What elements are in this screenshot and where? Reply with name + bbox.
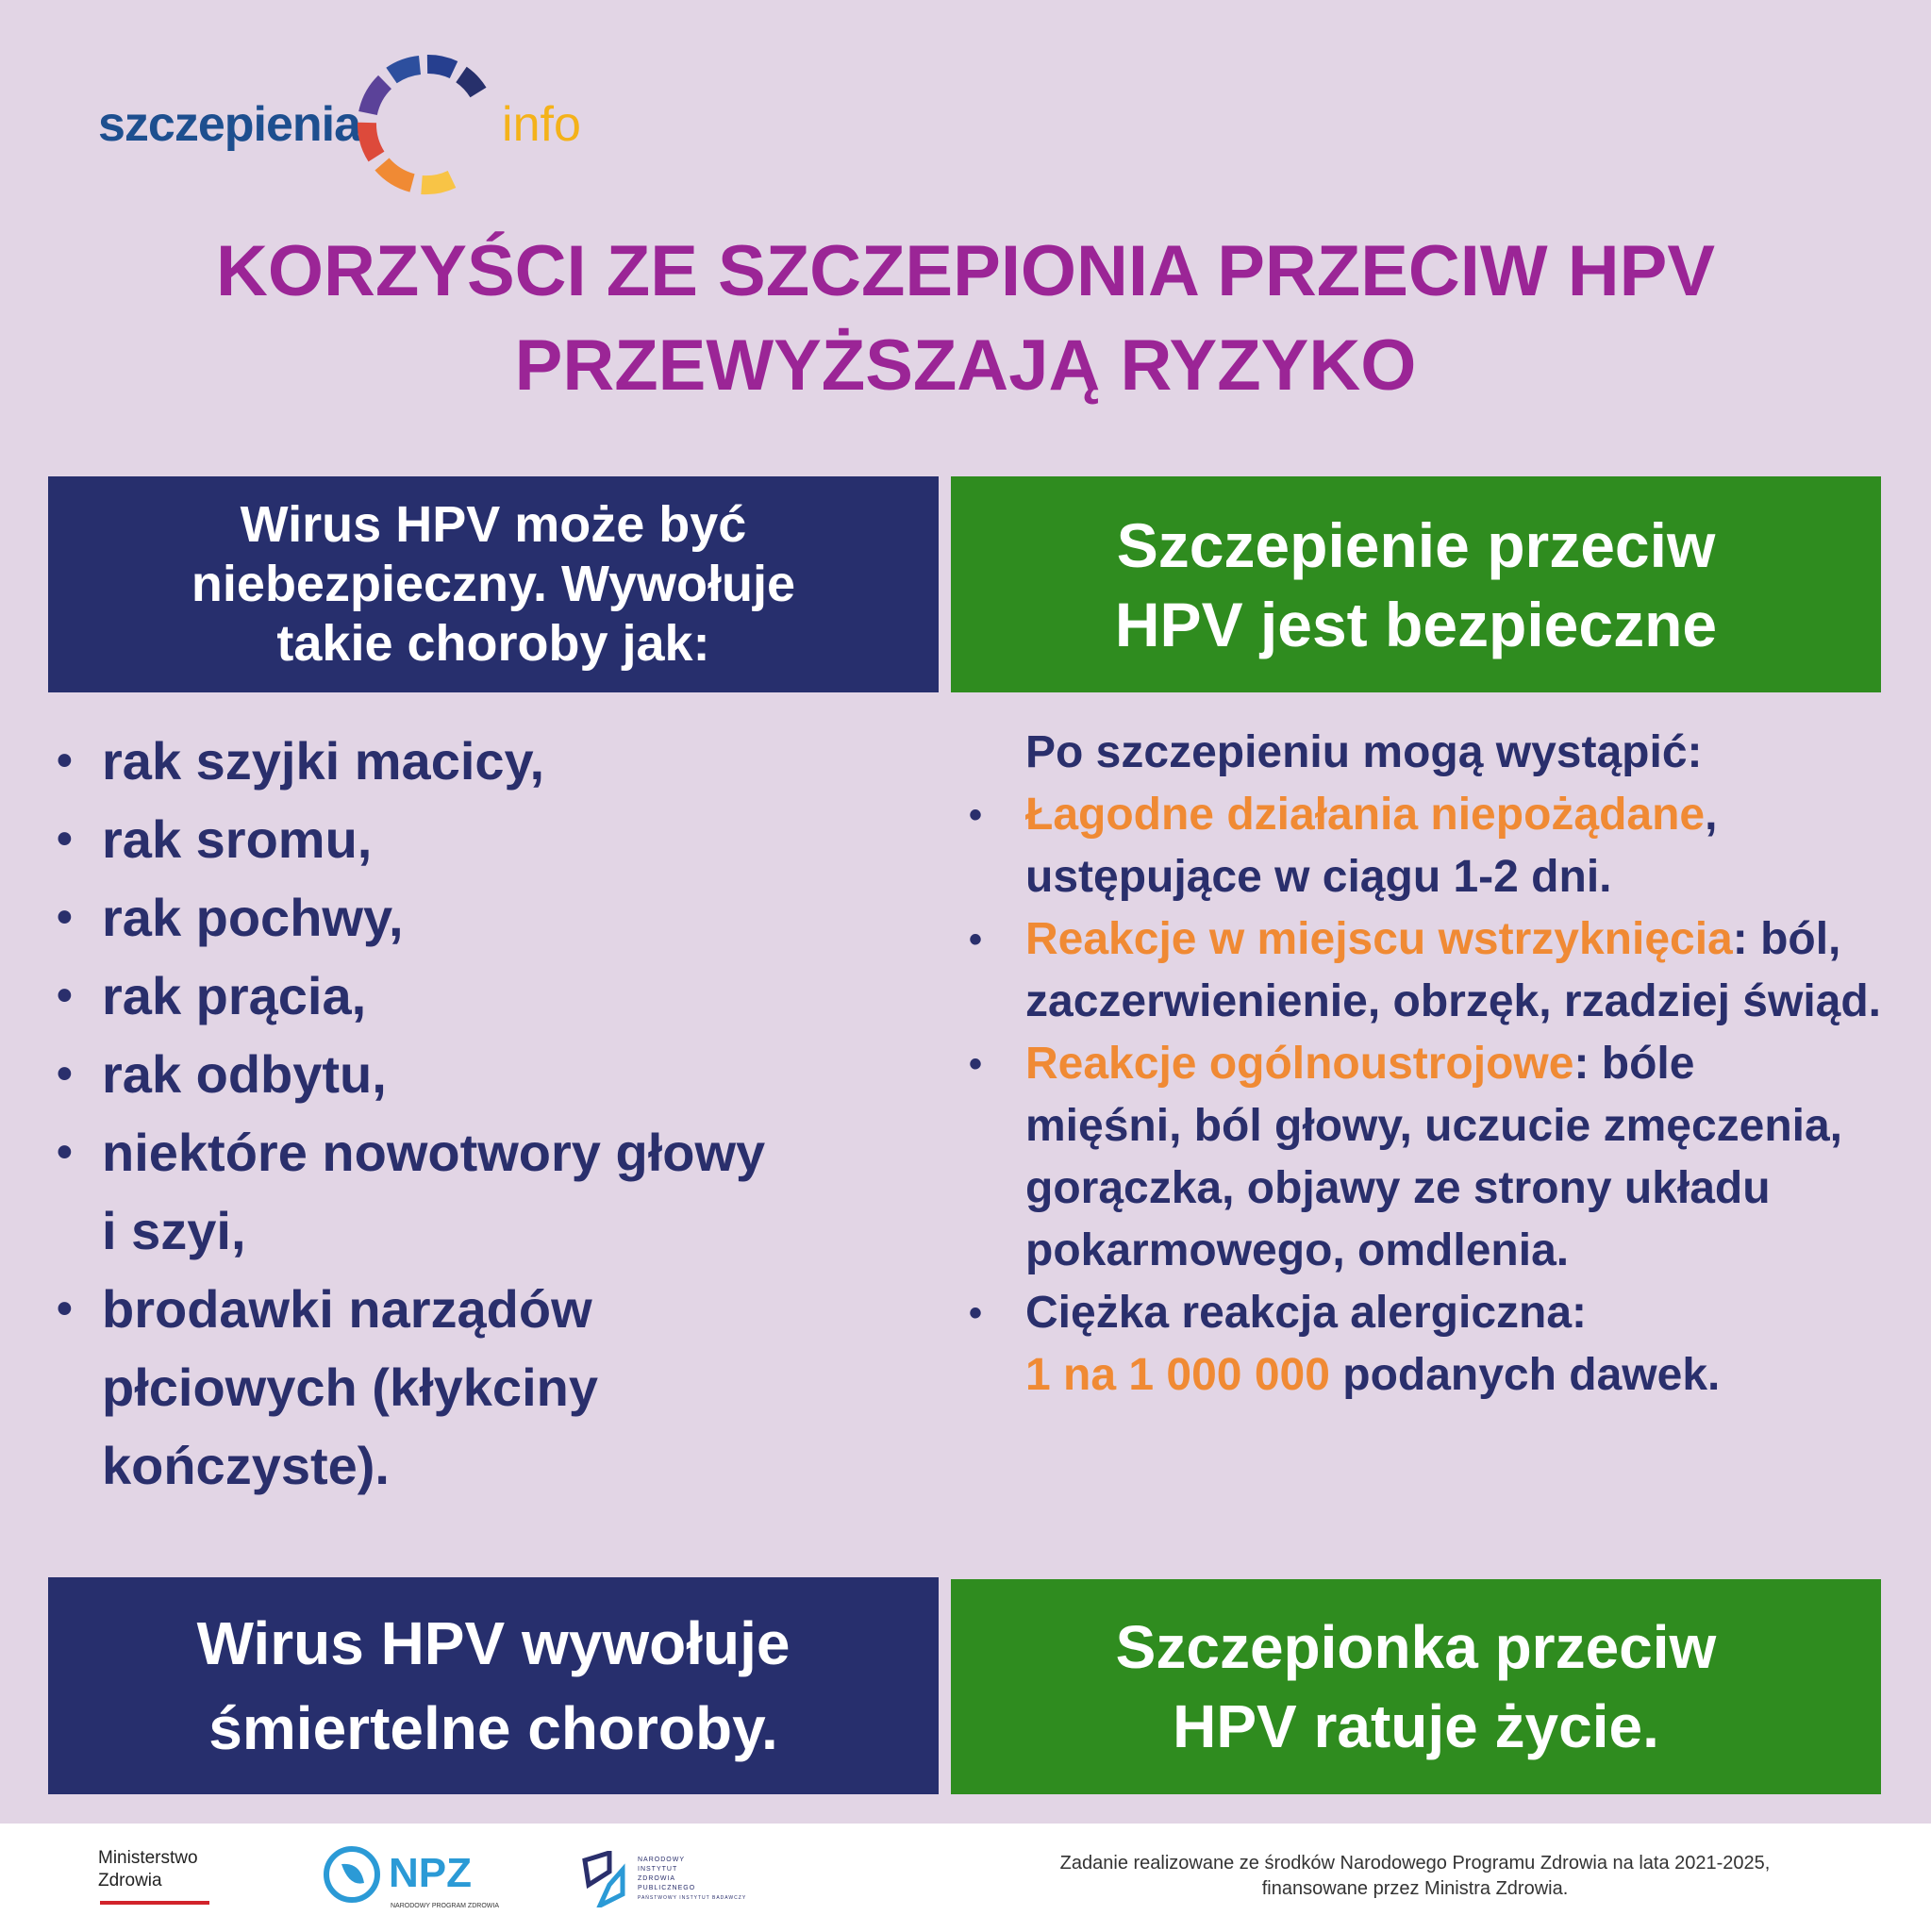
list-item: rak szyjki macicy,	[57, 722, 934, 800]
list-item: rak prącia,	[57, 957, 934, 1035]
header-line: takie choroby jak:	[276, 615, 710, 672]
header-line: niebezpieczny. Wywołuje	[191, 556, 796, 612]
nizp-line: INSTYTUT	[638, 1866, 678, 1873]
header-line: HPV jest bezpieczne	[1114, 589, 1718, 659]
nizp-line: NARODOWY	[638, 1857, 685, 1863]
npz-logo: NPZ NARODOWY PROGRAM ZDROWIA	[323, 1845, 511, 1921]
highlight: Reakcje w miejscu wstrzyknięcia	[1025, 914, 1733, 964]
npz-name: NPZ	[389, 1850, 472, 1896]
ministry-line: Ministerstwo	[98, 1848, 198, 1868]
banner-line: Wirus HPV wywołuje	[196, 1609, 791, 1677]
vaccine-saves-banner: Szczepionka przeciw HPV ratuje życie.	[951, 1579, 1881, 1794]
item-text: : bóle mięśni, ból głowy, uczucie zmęcze…	[1025, 1039, 1843, 1275]
banner-line: HPV ratuje życie.	[1173, 1692, 1659, 1760]
item-lead: Ciężka reakcja alergiczna:	[1025, 1288, 1588, 1338]
hpv-danger-header: Wirus HPV może być niebezpieczny. Wywołuj…	[48, 476, 939, 692]
side-effects: Po szczepieniu mogą wystąpić: Łagodne dz…	[967, 722, 1882, 1407]
highlight: 1 na 1 000 000	[1025, 1350, 1330, 1400]
note-line: Zadanie realizowane ze środków Narodoweg…	[1059, 1853, 1771, 1874]
item-text: , ustępujące w ciągu 1-2 dni.	[1025, 790, 1718, 902]
funding-note: Zadanie realizowane ze środków Narodoweg…	[1000, 1851, 1830, 1902]
highlight: Reakcje ogólnoustrojowe	[1025, 1039, 1574, 1089]
list-item: Łagodne działania niepożądane, ustępując…	[967, 784, 1882, 908]
npz-drop-icon	[324, 1846, 380, 1903]
ministry-logo: Ministerstwo Zdrowia	[98, 1847, 198, 1892]
banner-line: Szczepionka przeciw	[1115, 1613, 1717, 1681]
page-title: KORZYŚCI ZE SZCZEPIONIA PRZECIW HPV PRZE…	[0, 225, 1931, 413]
footer	[0, 1824, 1931, 1932]
list-item: niektóre nowotwory głowy i szyi,	[57, 1113, 774, 1270]
logo-ring-icon	[358, 55, 487, 195]
nizp-line: PUBLICZNEGO	[638, 1885, 696, 1891]
nizp-mark-icon	[582, 1851, 625, 1907]
list-item: Reakcje ogólnoustrojowe: bóle mięśni, bó…	[967, 1033, 1882, 1282]
list-item: Reakcje w miejscu wstrzyknięcia: ból, za…	[967, 908, 1882, 1033]
banner-line: śmiertelne choroby.	[208, 1694, 778, 1762]
logo-word: szczepienia	[98, 97, 361, 152]
nizp-line: ZDROWIA	[638, 1875, 676, 1882]
list-item: brodawki narządów płciowych (kłykciny ko…	[57, 1270, 774, 1505]
list-item: Ciężka reakcja alergiczna: 1 na 1 000 000…	[967, 1282, 1882, 1407]
hpv-deadly-banner: Wirus HPV wywołuje śmiertelne choroby.	[48, 1577, 939, 1794]
header-line: Wirus HPV może być	[240, 496, 747, 553]
npz-subtitle: NARODOWY PROGRAM ZDROWIA	[391, 1903, 499, 1909]
list-item: rak odbytu,	[57, 1035, 934, 1113]
szczepienia-info-logo: szczepienia info	[98, 55, 581, 195]
highlight: Łagodne działania niepożądane	[1025, 790, 1706, 840]
list-item: rak pochwy,	[57, 878, 934, 957]
header-line: Szczepienie przeciw	[1116, 509, 1716, 580]
list-item: rak sromu,	[57, 800, 934, 878]
item-text: podanych dawek.	[1329, 1350, 1721, 1400]
nizp-logo: NARODOWY INSTYTUT ZDROWIA PUBLICZNEGO PAŃSTW…	[581, 1851, 746, 1907]
item-text: : ból, zaczerwienienie, obrzęk, rzadziej…	[1025, 914, 1882, 1026]
logo-suffix: info	[502, 97, 581, 152]
disease-list: rak szyjki macicy, rak sromu, rak pochwy…	[57, 722, 934, 1505]
nizp-line: PAŃSTWOWY INSTYTUT BADAWCZY	[638, 1895, 747, 1901]
note-line: finansowane przez Ministra Zdrowia.	[1261, 1878, 1569, 1899]
ministry-line: Zdrowia	[98, 1871, 162, 1890]
side-effects-intro: Po szczepieniu mogą wystąpić:	[1025, 727, 1703, 777]
title-line: KORZYŚCI ZE SZCZEPIONIA PRZECIW HPV	[215, 231, 1716, 311]
title-line: PRZEWYŻSZAJĄ RYZYKO	[514, 325, 1417, 406]
ministry-flag-bar	[100, 1901, 209, 1905]
vaccine-safe-header: Szczepienie przeciw HPV jest bezpieczne	[951, 476, 1881, 692]
